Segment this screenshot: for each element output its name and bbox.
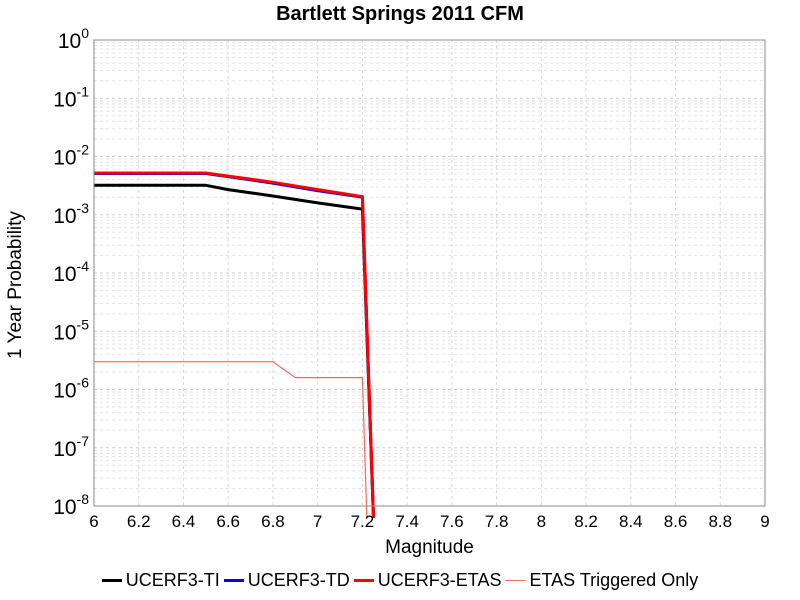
legend-item: UCERF3-TI (101, 570, 220, 591)
x-tick-label: 6 (89, 512, 98, 531)
legend-swatch (101, 579, 122, 582)
x-tick-label: 8.4 (619, 512, 643, 531)
series-line-ucerf3-etas (94, 171, 375, 518)
grid-lines (93, 40, 766, 507)
y-tick-label: 10-5 (53, 316, 89, 344)
y-axis-label-text: 1 Year Probability (5, 211, 26, 359)
legend-swatch (223, 579, 244, 582)
y-tick-label: 10-4 (53, 258, 89, 286)
y-tick-label: 10-3 (53, 200, 89, 228)
legend-swatch (353, 579, 374, 582)
legend-label: UCERF3-TD (247, 570, 350, 590)
legend-item: UCERF3-TD (223, 570, 350, 591)
x-tick-labels: 6 6.2 6.4 6.6 6.8 7 7.2 7.4 7.6 7.8 8 8.2 8.4 8.6 8.8 9 (89, 512, 769, 531)
y-tick-label: 10-1 (53, 83, 89, 111)
x-tick-label: 7 (313, 512, 322, 531)
legend-swatch (505, 580, 526, 581)
series-line-ucerf3-td (94, 172, 375, 518)
y-tick-label: 100 (58, 25, 89, 53)
x-tick-label: 7.2 (351, 512, 375, 531)
x-tick-label: 8 (537, 512, 546, 531)
legend: UCERF3-TI UCERF3-TD UCERF3-ETAS ETAS Trigge… (0, 570, 800, 591)
legend-label: UCERF3-TI (125, 570, 220, 590)
y-tick-label: 10-2 (53, 142, 89, 170)
x-tick-label: 8.8 (708, 512, 732, 531)
x-tick-label: 7.6 (440, 512, 464, 531)
y-tick-labels: 100 10-1 10-2 10-3 10-4 10-5 10-6 10-7 10-8 (53, 25, 89, 519)
series-lines (94, 171, 375, 518)
legend-item: UCERF3-ETAS (353, 570, 502, 591)
x-tick-label: 8.6 (664, 512, 688, 531)
x-axis-label: Magnitude (385, 537, 474, 558)
x-tick-label: 9 (760, 512, 769, 531)
x-tick-label: 7.8 (485, 512, 509, 531)
y-tick-label: 10-8 (53, 491, 89, 519)
legend-item: ETAS Triggered Only (505, 570, 698, 591)
x-tick-label: 7.4 (395, 512, 419, 531)
legend-label: ETAS Triggered Only (529, 570, 699, 590)
x-tick-label: 6.2 (127, 512, 151, 531)
x-tick-label: 8.2 (574, 512, 598, 531)
plot-frame (93, 39, 766, 507)
y-tick-label: 10-6 (53, 375, 89, 403)
x-tick-label: 6.4 (172, 512, 196, 531)
x-tick-label: 6.6 (216, 512, 240, 531)
series-line-etas-triggered-only (94, 361, 368, 518)
x-tick-label: 6.8 (261, 512, 285, 531)
chart-title: Bartlett Springs 2011 CFM (276, 3, 524, 25)
legend-label: UCERF3-ETAS (377, 570, 502, 590)
y-tick-label: 10-7 (53, 433, 89, 461)
